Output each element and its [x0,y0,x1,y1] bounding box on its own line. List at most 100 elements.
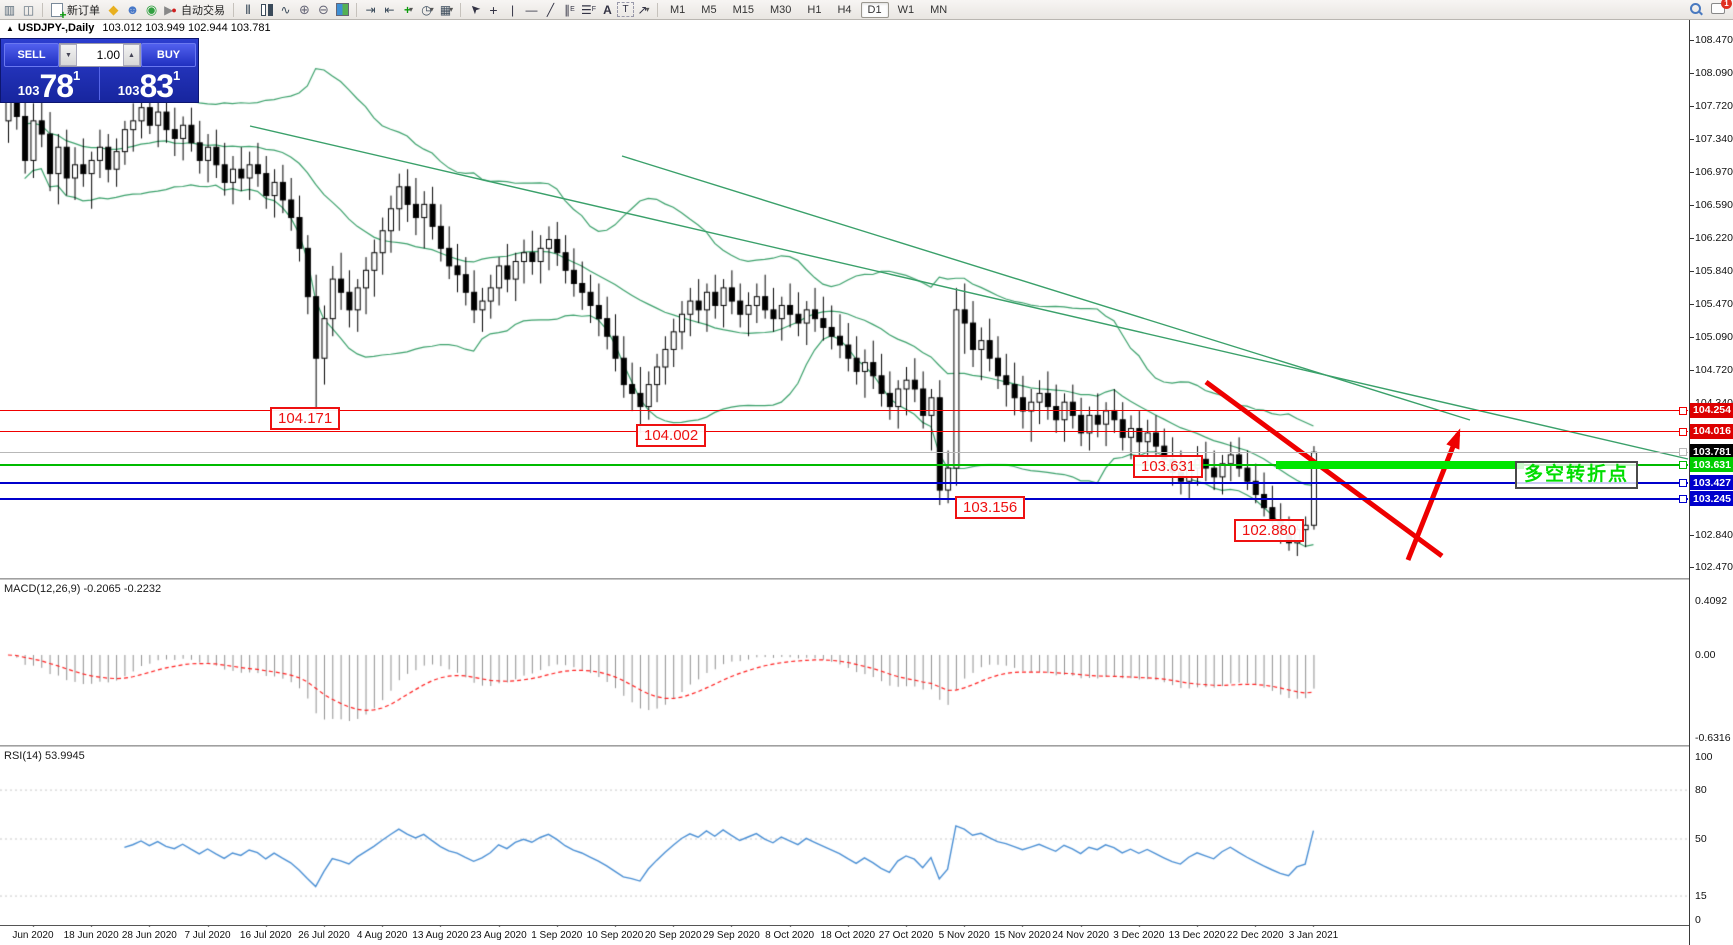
price-level-label-104.002[interactable]: 104.002 [636,424,707,447]
date-label: 28 Jun 2020 [121,930,177,941]
hline-104.016[interactable] [0,431,1688,432]
signals-icon[interactable]: ◉ [145,1,158,17]
turning-point-highlight-bar[interactable] [1276,461,1524,470]
hline-104.254[interactable] [0,410,1688,412]
fibonacci-icon[interactable]: ☰ F [580,2,597,17]
one-click-trading-panel: SELL ▼ ▲ BUY 103 78 1 103 83 1 [0,38,199,103]
hline-anchor[interactable] [1679,406,1687,415]
date-label: 22 Dec 2020 [1226,930,1284,941]
indicators-icon[interactable]: + ▾ [403,2,414,17]
zoom-in-icon[interactable]: ⊕ [299,1,310,17]
search-icon[interactable] [1690,2,1701,17]
metaeditor-icon[interactable]: ◆ [108,1,119,17]
chart-window-icon[interactable]: ▥ [3,2,16,17]
price-line-badge: 104.016 [1690,423,1733,439]
arrows-icon[interactable]: ↗ ▾ [637,2,650,17]
hline-anchor[interactable] [1679,427,1687,436]
auto-scroll-icon[interactable]: ⇥ [365,2,376,17]
date-label: 13 Aug 2020 [412,930,469,941]
timeframe-d1[interactable]: D1 [860,1,889,18]
timeframe-group: M1 M5 M15 M30 H1 H4 D1 W1 MN [662,1,955,18]
notifications-icon[interactable]: 1 [1711,0,1732,17]
timeframe-m5[interactable]: M5 [701,3,717,16]
price-tick-label: 102.840 [1695,528,1733,541]
volume-input[interactable] [77,44,123,66]
autotrading-icon[interactable]: ▶ ● [164,2,177,17]
macd-pane-separator[interactable] [0,578,1689,580]
hline-anchor[interactable] [1679,479,1687,488]
price-tick-label: 106.220 [1695,231,1733,244]
date-label: 18 Jun 2020 [63,930,119,941]
macd-scale-label: 0.00 [1695,649,1716,661]
collapse-panel-icon[interactable]: ▲ [6,24,14,33]
time-axis[interactable]: Jun 2020 18 Jun 2020 28 Jun 2020 7 Jul 2020… [0,927,1733,945]
date-label: 3 Jan 2021 [1288,930,1339,941]
price-level-label-102.880[interactable]: 102.880 [1234,519,1305,542]
vertical-line-icon[interactable]: | [510,2,515,17]
hline-103.781[interactable] [0,451,1688,453]
profiles-icon[interactable]: ◫ [22,2,35,17]
notification-badge: 1 [1721,0,1732,9]
volume-increase-button[interactable]: ▲ [123,44,140,66]
date-label: Jun 2020 [12,930,54,941]
zoom-out-icon[interactable]: ⊖ [318,1,329,17]
timeframe-h1[interactable]: H1 [807,3,822,16]
hline-103.427[interactable] [0,482,1688,485]
templates-icon[interactable]: ▦ ▾ [439,2,454,17]
date-label: 10 Sep 2020 [586,930,644,941]
turning-point-annotation[interactable]: 多空转折点 [1515,461,1639,489]
timeframe-m1[interactable]: M1 [670,3,686,16]
candlestick-chart-icon[interactable] [257,1,276,18]
price-level-label-104.171[interactable]: 104.171 [270,407,341,430]
channel-icon[interactable]: ∥ E [564,2,575,17]
bar-chart-icon[interactable]: ||| [245,4,251,15]
timeframe-w1[interactable]: W1 [897,3,915,16]
price-level-label-103.156[interactable]: 103.156 [955,496,1026,519]
macd-scale-label: -0.6316 [1695,731,1731,744]
trendline-icon[interactable]: ╱ [546,2,555,17]
date-label: 5 Nov 2020 [938,930,990,941]
bid-price[interactable]: 103 78 1 [17,68,81,104]
price-tick-label: 102.470 [1695,561,1733,574]
timeframe-m15[interactable]: M15 [732,3,754,16]
price-tick-label: 105.840 [1695,265,1733,278]
text-icon[interactable]: A [603,2,612,17]
community-icon[interactable]: ☻ [125,2,140,17]
rsi-pane-separator[interactable] [0,745,1689,747]
macd-label: MACD(12,26,9) -0.2065 -0.2232 [4,583,162,595]
new-order-icon[interactable] [47,1,67,22]
hline-anchor[interactable] [1679,495,1687,504]
new-order-button[interactable]: 新订单 [67,4,100,17]
tile-windows-icon[interactable] [333,1,352,18]
timeframe-mn[interactable]: MN [930,3,948,16]
line-chart-icon[interactable]: ∿ [280,2,291,17]
hline-anchor[interactable] [1679,461,1687,470]
timeframe-h4[interactable]: H4 [837,3,852,16]
chart-shift-icon[interactable]: ⇤ [384,2,395,17]
sell-button[interactable]: SELL [4,43,59,67]
price-tick-label: 105.470 [1695,297,1733,310]
periods-icon[interactable]: ◷ ▾ [421,2,434,17]
rsi-label: RSI(14) 53.9945 [4,750,85,762]
price-level-label-103.631[interactable]: 103.631 [1133,455,1204,478]
hline-103.631[interactable] [0,464,1688,467]
hline-anchor[interactable] [1679,448,1687,457]
chart-title: ▲ USDJPY-,Daily 103.012 103.949 102.944 10… [6,22,271,34]
volume-decrease-button[interactable]: ▼ [60,44,77,66]
text-label-icon[interactable]: T [617,2,634,17]
price-tick [1690,237,1694,239]
price-tick [1690,205,1694,207]
horizontal-line-icon[interactable]: — [525,2,538,17]
ohlc-values: 103.012 103.949 102.944 103.781 [102,22,271,34]
crosshair-icon[interactable]: + [489,1,498,18]
autotrading-button[interactable]: 自动交易 [181,4,225,17]
price-tick [1690,271,1694,273]
date-label: 7 Jul 2020 [184,930,231,941]
price-axis[interactable]: 108.470 108.090 107.720 107.340 106.970 106.5… [1689,19,1733,945]
ask-price[interactable]: 103 83 1 [117,68,181,104]
timeframe-m30[interactable]: M30 [769,3,792,16]
buy-button[interactable]: BUY [141,43,196,67]
hline-103.245[interactable] [0,498,1688,501]
